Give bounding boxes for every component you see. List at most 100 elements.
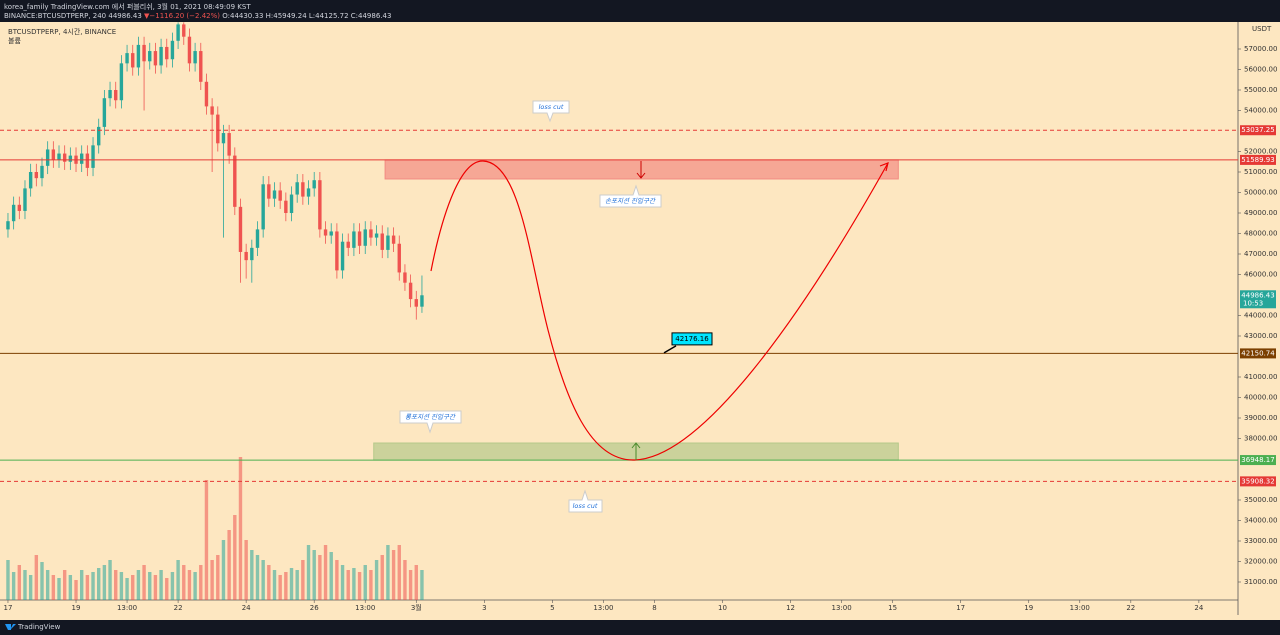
candle-body xyxy=(272,190,277,199)
legend-volume: 볼륨 xyxy=(8,36,21,45)
candle-body xyxy=(119,63,124,101)
last-price-label: 44986.43 xyxy=(1241,291,1274,299)
y-tick-label: 31000.00 xyxy=(1244,578,1277,586)
candle-body xyxy=(340,241,345,271)
logo xyxy=(5,624,16,630)
candle-body xyxy=(284,200,288,213)
y-tick-label: 57000.00 xyxy=(1244,45,1277,53)
x-tick-label: 10 xyxy=(718,604,727,612)
candle-body xyxy=(369,229,373,238)
candle-body xyxy=(68,155,73,162)
volume-bar xyxy=(193,572,197,600)
volume-bar xyxy=(267,565,271,600)
y-tick-label: 52000.00 xyxy=(1244,147,1277,155)
volume-bar xyxy=(17,565,22,600)
level-label: 53037.25 xyxy=(1241,126,1274,134)
volume-bar xyxy=(204,480,209,600)
y-tick-label: 55000.00 xyxy=(1244,86,1277,94)
candle-body xyxy=(408,282,413,300)
candle-body xyxy=(40,165,44,179)
x-tick-label: 15 xyxy=(888,604,897,612)
candle-body xyxy=(51,149,56,160)
volume-bar xyxy=(74,580,78,600)
candle-body xyxy=(62,153,67,162)
volume-bar xyxy=(346,570,350,600)
y-tick-label: 35000.00 xyxy=(1244,496,1277,504)
forecast-curve xyxy=(430,160,889,461)
candle-body xyxy=(45,149,50,166)
short-arrow xyxy=(636,161,646,179)
volume-bar xyxy=(187,570,192,600)
volume-bar xyxy=(62,570,67,600)
candle-body xyxy=(374,233,379,238)
level-label: 36948.17 xyxy=(1241,456,1274,464)
volume-bar xyxy=(170,572,175,600)
candle-body xyxy=(11,204,16,222)
candle-body xyxy=(255,229,260,248)
volume-bar xyxy=(363,565,367,600)
volume-bar xyxy=(250,550,254,600)
x-tick-label: 13:00 xyxy=(593,604,613,612)
volume-bar xyxy=(278,575,282,600)
candle-body xyxy=(114,89,118,101)
x-tick-label: 24 xyxy=(242,604,251,612)
candle-body xyxy=(250,247,254,261)
volume-bar xyxy=(221,540,226,600)
candle-body xyxy=(346,241,350,248)
volume-bar xyxy=(159,570,163,600)
candle-body xyxy=(397,243,401,273)
level-tag xyxy=(1240,154,1276,165)
callout: 롱포지션 진입구간 xyxy=(399,410,462,434)
curve-arrow xyxy=(879,162,889,172)
volume-bar xyxy=(97,568,101,600)
candle-body xyxy=(28,171,33,189)
volume-bar xyxy=(125,578,129,600)
y-tick-label: 43000.00 xyxy=(1244,332,1277,340)
candle-body xyxy=(97,126,101,146)
volume-bar xyxy=(45,570,50,600)
volume-bar xyxy=(272,570,277,600)
volume-bar xyxy=(408,570,413,600)
candle-body xyxy=(102,98,107,127)
y-tick-label: 38000.00 xyxy=(1244,435,1277,443)
volume-bar xyxy=(255,555,260,600)
price: 44986.43 xyxy=(108,12,141,20)
y-tick-label: 46000.00 xyxy=(1244,270,1277,278)
note-pointer xyxy=(663,345,677,354)
footer-bar xyxy=(0,620,1280,635)
level-label: 51589.93 xyxy=(1241,156,1274,164)
level-tag xyxy=(1240,476,1276,487)
candle-body xyxy=(278,190,282,201)
volume-bar xyxy=(352,568,356,600)
x-tick-label: 13:00 xyxy=(355,604,375,612)
volume-bar xyxy=(227,530,231,600)
candle-body xyxy=(323,229,328,236)
volume-bar xyxy=(261,560,265,600)
candle-body xyxy=(244,251,248,261)
volume-bar xyxy=(374,560,379,600)
x-tick-label: 3 xyxy=(482,604,486,612)
volume-bar xyxy=(306,545,311,600)
candle-body xyxy=(380,233,384,250)
volume-bar xyxy=(414,565,418,600)
y-tick-label: 44000.00 xyxy=(1244,311,1277,319)
candle-body xyxy=(159,46,163,66)
volume-bar xyxy=(357,572,362,600)
candle-body xyxy=(148,51,152,62)
candle-body xyxy=(193,51,197,64)
candle-body xyxy=(199,51,203,82)
volume-bar xyxy=(380,555,384,600)
publisher: korea_family TradingView.com 에서 퍼블리쉬, 3월… xyxy=(4,2,251,11)
volume-bar xyxy=(301,560,305,600)
volume-bar xyxy=(386,545,390,600)
volume-bar xyxy=(397,545,401,600)
volume-bar xyxy=(182,565,186,600)
candle-body xyxy=(136,44,141,68)
y-tick-label: 33000.00 xyxy=(1244,537,1277,545)
y-tick-label: 39000.00 xyxy=(1244,414,1277,422)
candle-body xyxy=(289,194,294,213)
y-tick-label: 56000.00 xyxy=(1244,65,1277,73)
y-tick-label: 40000.00 xyxy=(1244,394,1277,402)
y-tick-label: 47000.00 xyxy=(1244,250,1277,258)
